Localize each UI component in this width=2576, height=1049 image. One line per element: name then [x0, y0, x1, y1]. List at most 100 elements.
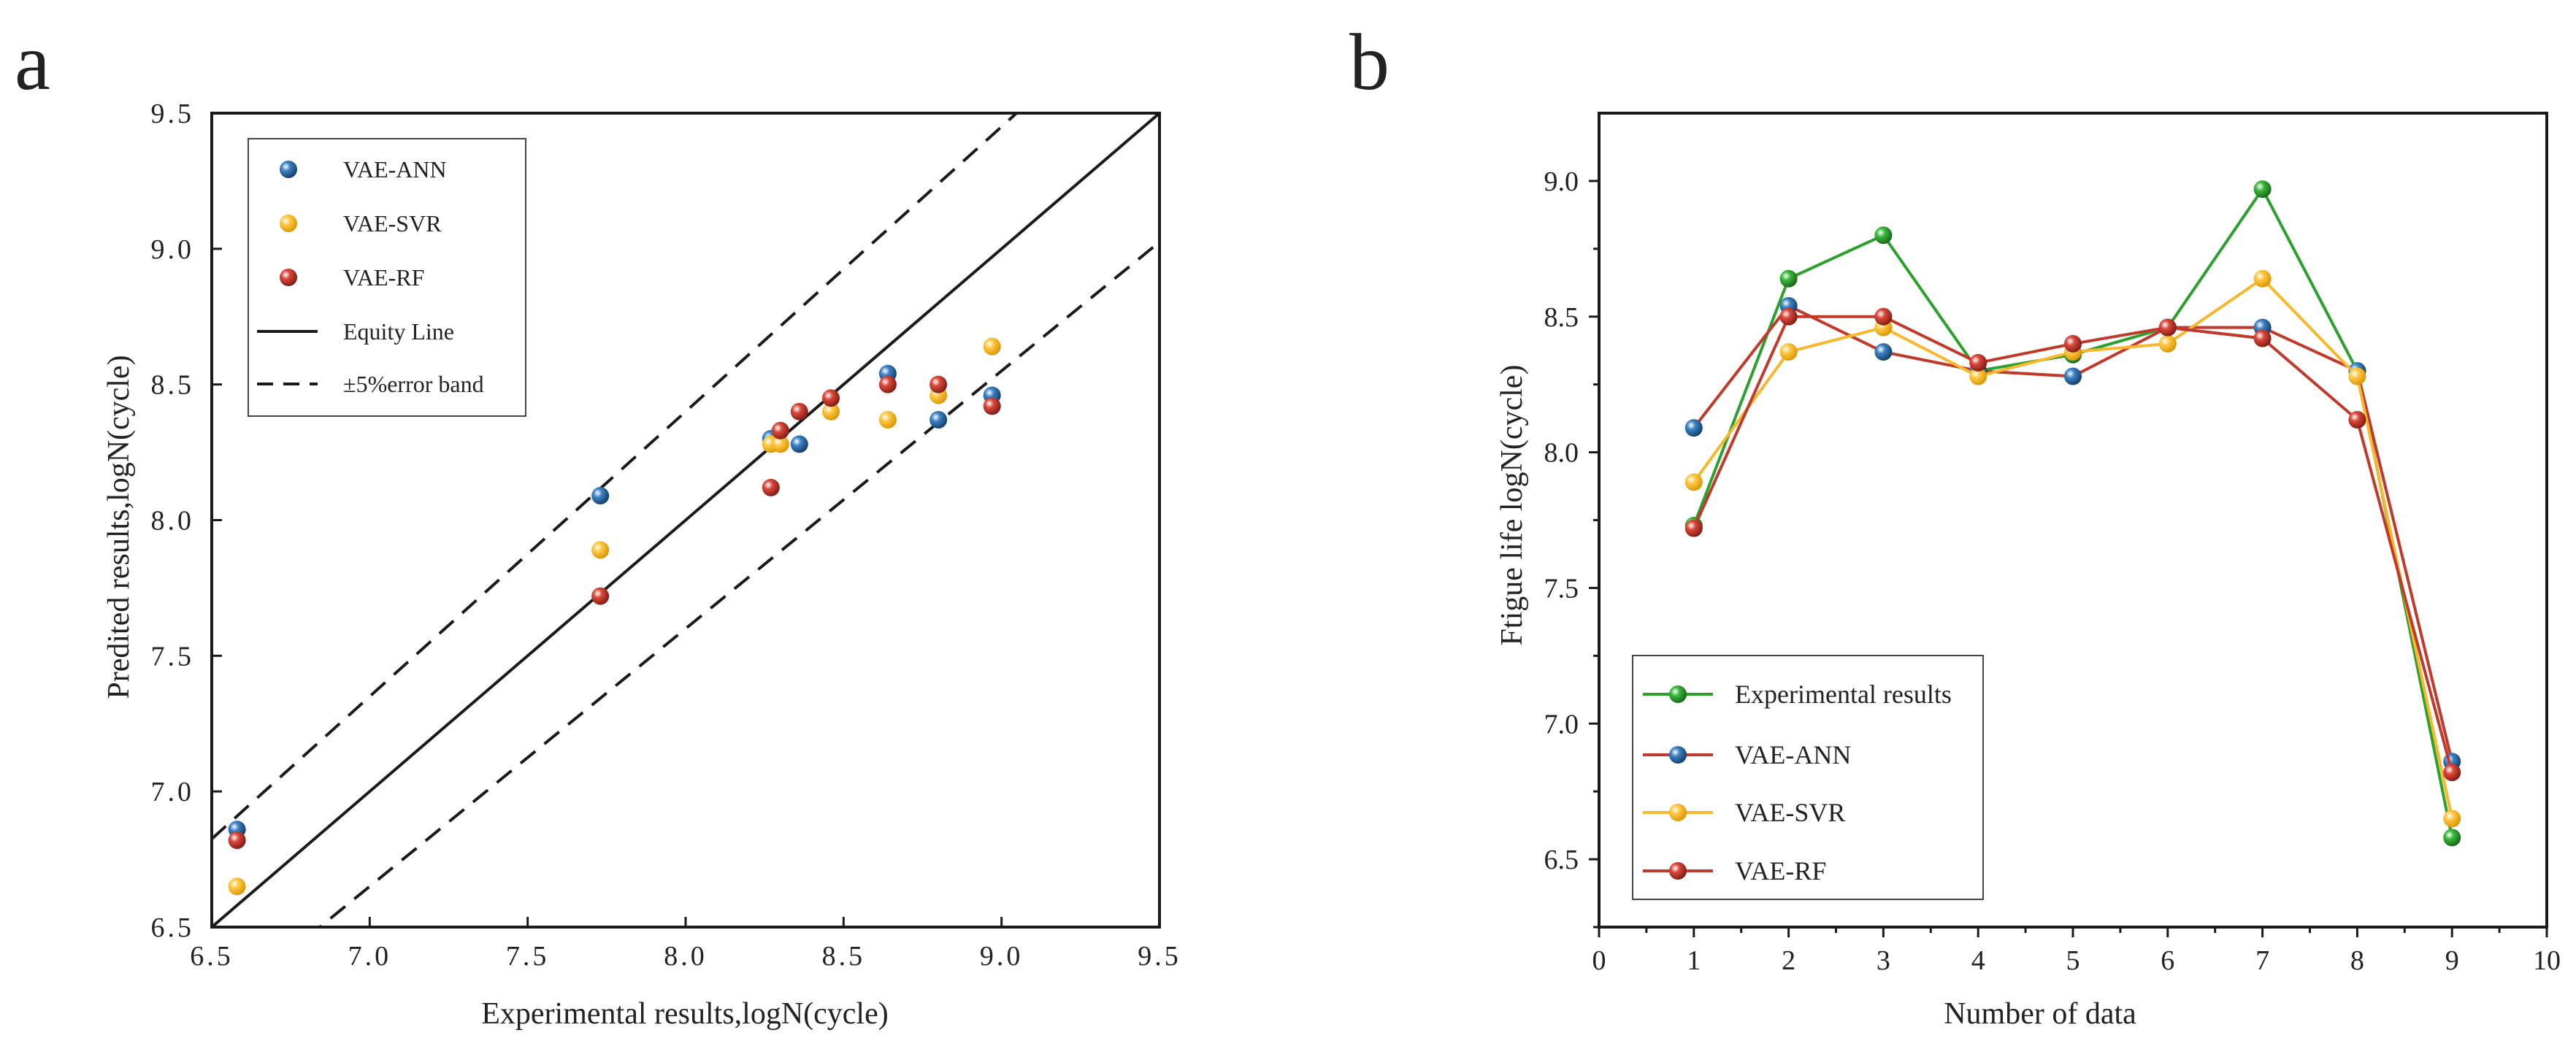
legend-label: VAE-ANN: [343, 156, 447, 182]
x-tick-label-a: 6.5: [190, 941, 234, 972]
data-point: [790, 402, 808, 420]
legend-label: VAE-SVR: [1735, 798, 1845, 827]
data-point: [2064, 367, 2082, 385]
legend-label: ±5%error band: [343, 371, 484, 397]
y-tick-label-b: 8.0: [1544, 438, 1579, 469]
series-vae-ann: [228, 364, 1001, 839]
chart-panel-b: Number of data Ftigue life logN(cycle) 0…: [1495, 112, 2561, 1031]
y-tick-label-b: 9.0: [1544, 166, 1579, 197]
x-tick-label-a: 7.0: [348, 941, 392, 972]
data-point: [2348, 410, 2366, 429]
x-tick-label-b: 4: [1971, 945, 1985, 976]
x-tick-label-a: 7.5: [506, 941, 550, 972]
data-point: [1969, 367, 1987, 385]
legend-label: VAE-SVR: [343, 210, 442, 237]
data-point: [2348, 367, 2366, 385]
data-point: [591, 541, 610, 559]
x-axis-label-a: Experimental results,logN(cycle): [481, 997, 888, 1031]
error-band-line: [212, 113, 1019, 840]
data-point: [2443, 764, 2461, 782]
legend-marker: [280, 215, 297, 232]
data-point: [2253, 180, 2272, 199]
data-point: [1779, 307, 1798, 326]
y-tick-label-a: 9.0: [151, 234, 195, 265]
y-tick-label-a: 8.0: [151, 506, 195, 537]
y-tick-label-b: 7.5: [1544, 573, 1579, 604]
x-axis-label-b: Number of data: [1944, 997, 2136, 1031]
data-point: [591, 487, 610, 505]
data-point: [1684, 419, 1703, 437]
legend-marker: [1669, 862, 1687, 880]
legend-a: VAE-ANN VAE-SVR VAE-RF Equity Line ±5%error …: [248, 138, 526, 417]
y-tick-label-a: 8.5: [151, 370, 195, 401]
legend-label: VAE-RF: [1735, 856, 1826, 885]
data-point: [1684, 519, 1703, 537]
legend-label: Equity Line: [343, 318, 454, 345]
chart-panel-a: Experimental results,logN(cycle) Predite…: [102, 99, 1181, 1031]
error-band-line: [317, 240, 1159, 927]
y-tick-label-a: 7.5: [151, 641, 195, 672]
legend-marker: [1669, 804, 1687, 821]
data-point: [822, 402, 840, 420]
legend-label: VAE-ANN: [1735, 740, 1851, 769]
y-tick-label-b: 7.0: [1544, 709, 1579, 739]
panel-letter-a: a: [15, 18, 50, 107]
x-tick-label-b: 9: [2445, 945, 2459, 976]
panel-letter-b: b: [1349, 18, 1389, 107]
data-point: [983, 397, 1001, 415]
legend-marker: [1669, 746, 1687, 764]
x-tick-label-b: 8: [2350, 945, 2364, 976]
data-point: [1874, 307, 1893, 326]
x-tick-label-b: 0: [1592, 945, 1606, 976]
x-tick-label-a: 9.0: [980, 941, 1024, 972]
legend-marker: [1669, 685, 1687, 703]
data-point: [1874, 226, 1893, 245]
y-axis-label-a: Predited results,logN(cycle): [102, 355, 136, 699]
legend-box-b: [1632, 655, 1984, 900]
y-tick-label-b: 6.5: [1544, 845, 1579, 875]
x-tick-label-a: 9.5: [1138, 941, 1181, 972]
data-point: [790, 435, 808, 453]
data-point: [2253, 269, 2272, 288]
data-point: [1779, 269, 1798, 288]
data-point: [822, 389, 840, 407]
data-point: [591, 587, 610, 605]
legend-label: Experimental results: [1735, 680, 1952, 709]
x-tick-label-b: 3: [1877, 945, 1890, 976]
data-point: [878, 375, 897, 393]
legend-marker: [280, 161, 297, 178]
x-tick-label-a: 8.0: [664, 941, 708, 972]
data-point: [2253, 329, 2272, 347]
y-tick-label-b: 8.5: [1544, 302, 1579, 333]
data-point: [1779, 343, 1798, 361]
equity-line: [212, 113, 1159, 927]
data-point: [2158, 334, 2177, 353]
data-point: [2064, 334, 2082, 353]
x-tick-label-b: 7: [2255, 945, 2269, 976]
y-axis-label-b: Ftigue life logN(cycle): [1495, 365, 1529, 646]
data-point: [983, 337, 1001, 356]
data-point: [1969, 353, 1987, 372]
data-point: [929, 375, 948, 393]
data-point: [2443, 829, 2461, 847]
data-point: [878, 410, 897, 429]
x-tick-label-b: 2: [1782, 945, 1795, 976]
data-point: [2443, 810, 2461, 828]
reference-lines: [212, 113, 1159, 927]
legend-marker: [280, 269, 297, 286]
data-point: [762, 478, 780, 496]
y-tick-label-a: 9.5: [151, 99, 195, 129]
x-tick-label-b: 10: [2533, 945, 2561, 976]
data-point: [1874, 343, 1893, 361]
data-point: [228, 831, 246, 850]
series-vae-svr: [228, 337, 1001, 896]
series-vae-rf: [1684, 307, 2461, 782]
series-vae-rf: [228, 375, 1001, 850]
x-tick-label-b: 1: [1687, 945, 1701, 976]
x-tick-label-a: 8.5: [822, 941, 866, 972]
data-point: [771, 435, 789, 453]
data-point: [228, 877, 246, 896]
data-point: [1684, 473, 1703, 491]
y-tick-label-a: 7.0: [151, 777, 195, 807]
